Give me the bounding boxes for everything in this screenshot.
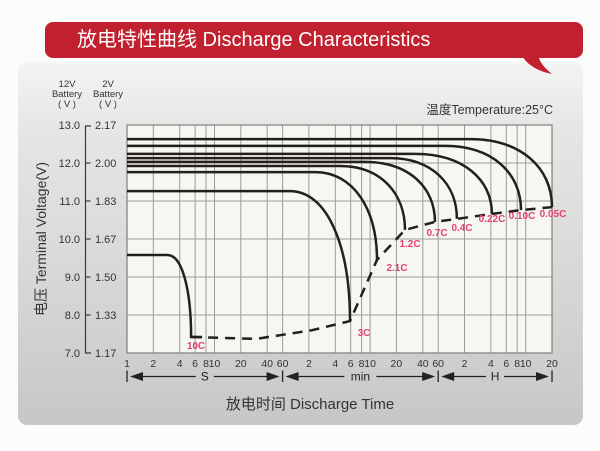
title-banner: 放电特性曲线 Discharge Characteristics [45,22,583,58]
chart-panel [18,62,583,425]
page-title: 放电特性曲线 Discharge Characteristics [77,29,431,51]
